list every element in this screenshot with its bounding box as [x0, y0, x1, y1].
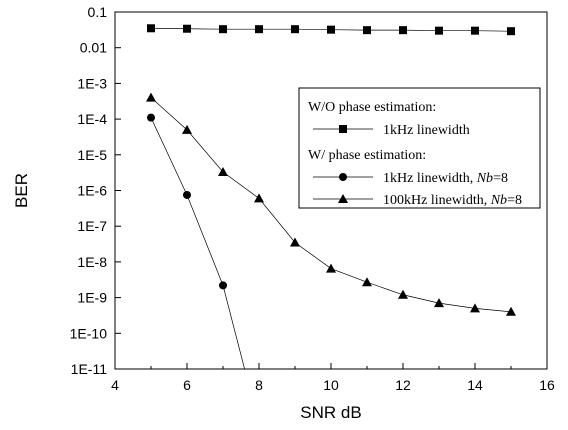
x-tick-label: 16 [539, 377, 555, 393]
y-tick-label: 0.1 [88, 4, 108, 20]
data-point [398, 289, 408, 299]
y-tick-label: 1E-10 [70, 325, 108, 341]
data-point [218, 166, 228, 176]
data-point [471, 26, 479, 35]
data-point [507, 27, 515, 36]
data-point [434, 298, 444, 308]
series-line [150, 117, 245, 369]
x-tick-label: 10 [323, 377, 339, 393]
x-axis: 4 6 8 10 12 14 16 [111, 363, 555, 393]
data-point [326, 263, 336, 273]
y-tick-label: 1E-9 [77, 290, 107, 306]
data-point [183, 190, 191, 199]
data-point [291, 25, 299, 34]
data-point [435, 26, 443, 35]
data-point [506, 306, 516, 316]
x-tick-label: 8 [255, 377, 263, 393]
legend-entry: 1kHz linewidth [383, 123, 470, 138]
x-tick-label: 4 [111, 377, 119, 393]
series-square [147, 24, 515, 36]
y-tick-label: 1E-7 [77, 218, 107, 234]
legend-marker [339, 125, 347, 133]
y-tick-label: 1E-3 [77, 75, 107, 91]
y-axis-title: BER [12, 173, 31, 208]
data-point [254, 193, 264, 203]
data-point [147, 113, 155, 122]
legend-header: W/O phase estimation: [308, 100, 436, 115]
data-point [362, 277, 372, 287]
x-tick-label: 14 [467, 377, 483, 393]
legend-marker [338, 194, 348, 203]
x-axis-title: SNR dB [300, 403, 361, 422]
data-point [290, 237, 300, 247]
y-tick-label: 0.01 [80, 40, 107, 56]
data-point [219, 281, 227, 290]
data-point [182, 124, 192, 134]
data-point [470, 303, 480, 313]
data-point [327, 25, 335, 34]
data-point [363, 26, 371, 35]
data-point [255, 25, 263, 34]
data-point [399, 26, 407, 35]
series-triangle [146, 92, 516, 316]
x-tick-label: 12 [395, 377, 411, 393]
legend-header: W/ phase estimation: [308, 148, 426, 163]
y-tick-label: 1E-5 [77, 147, 107, 163]
y-tick-label: 1E-4 [77, 111, 107, 127]
y-tick-label: 1E-6 [77, 183, 107, 199]
series-layer [146, 24, 516, 369]
data-point [183, 24, 191, 33]
data-point [146, 92, 156, 102]
series-circle [147, 113, 245, 369]
x-tick-label: 6 [183, 377, 191, 393]
data-point [147, 24, 155, 33]
data-point [219, 25, 227, 34]
legend-entry: 1kHz linewidth, Nb=8 [383, 171, 508, 186]
legend-marker [339, 173, 347, 181]
y-tick-label: 1E-11 [71, 361, 108, 377]
legend-box [298, 87, 541, 209]
legend-entry: 100kHz linewidth, Nb=8 [383, 193, 522, 208]
y-tick-label: 1E-8 [77, 254, 107, 270]
y-axis: 1E-11 1E-10 1E-9 1E-8 1E-7 1E-6 1E-5 1E-4 1E-3 0.… [70, 4, 121, 377]
legend: W/O phase estimation: W/ phase estimation… [298, 87, 541, 209]
